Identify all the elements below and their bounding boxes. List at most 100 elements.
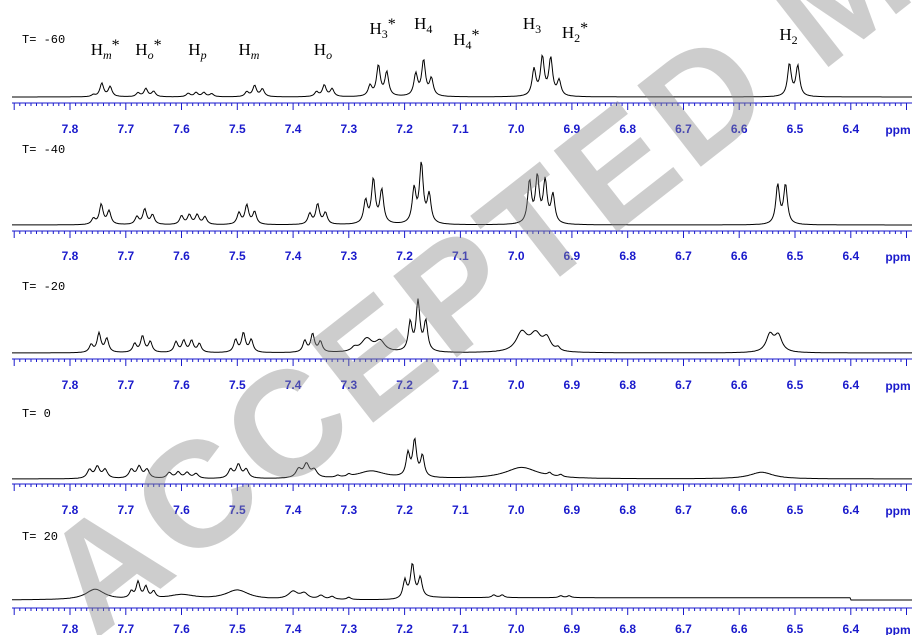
peak-assignment-label: H4: [414, 14, 432, 36]
peak-assignment-label: Hp: [188, 40, 206, 62]
x-tick-label: 7.4: [285, 378, 302, 392]
x-tick-label: 6.9: [564, 378, 581, 392]
x-tick-label: 6.7: [675, 622, 692, 635]
temperature-label: T= -20: [22, 280, 65, 294]
x-tick-label: 7.3: [340, 122, 357, 136]
x-tick-label: 6.4: [842, 249, 859, 263]
x-tick-label: 6.5: [787, 249, 804, 263]
x-tick-label: 7.3: [340, 378, 357, 392]
x-tick-label: 7.7: [117, 503, 134, 517]
x-tick-label: 7.2: [396, 249, 413, 263]
x-tick-label: 6.4: [842, 622, 859, 635]
x-unit-label: ppm: [885, 123, 910, 137]
x-tick-label: 7.7: [117, 249, 134, 263]
peak-assignment-label: H2*: [562, 20, 588, 45]
x-tick-label: 7.4: [285, 122, 302, 136]
x-tick-label: 6.6: [731, 122, 748, 136]
peak-assignment-label: H3*: [370, 16, 396, 41]
temperature-label: T= -40: [22, 143, 65, 157]
x-tick-label: 7.0: [508, 122, 525, 136]
x-tick-label: 6.4: [842, 122, 859, 136]
x-tick-label: 7.2: [396, 378, 413, 392]
x-tick-label: 7.6: [173, 378, 190, 392]
x-tick-label: 7.0: [508, 622, 525, 635]
x-tick-label: 6.7: [675, 122, 692, 136]
x-tick-label: 6.7: [675, 378, 692, 392]
x-tick-label: 7.3: [340, 249, 357, 263]
x-tick-label: 7.5: [229, 122, 246, 136]
x-tick-label: 6.8: [619, 249, 636, 263]
x-tick-label: 7.1: [452, 249, 469, 263]
x-unit-label: ppm: [885, 623, 910, 635]
x-tick-label: 7.1: [452, 622, 469, 635]
peak-assignment-label: Ho: [314, 40, 332, 62]
spectrum-trace: [12, 437, 912, 480]
x-tick-label: 6.5: [787, 503, 804, 517]
x-tick-label: 6.5: [787, 122, 804, 136]
x-tick-label: 6.6: [731, 622, 748, 635]
x-tick-label: 7.5: [229, 503, 246, 517]
temperature-label: T= 0: [22, 407, 51, 421]
spectrum-trace: [12, 54, 912, 98]
x-tick-label: 7.8: [62, 622, 79, 635]
x-tick-label: 7.6: [173, 122, 190, 136]
x-tick-label: 6.8: [619, 378, 636, 392]
x-tick-label: 7.8: [62, 503, 79, 517]
x-tick-label: 7.7: [117, 378, 134, 392]
x-tick-label: 6.9: [564, 249, 581, 263]
peak-assignment-label: H3: [523, 14, 541, 36]
x-tick-label: 7.4: [285, 503, 302, 517]
x-tick-label: 6.6: [731, 378, 748, 392]
x-tick-label: 7.4: [285, 622, 302, 635]
x-tick-label: 6.7: [675, 503, 692, 517]
spectrum-trace: [12, 298, 912, 354]
x-tick-label: 7.1: [452, 378, 469, 392]
x-tick-label: 6.6: [731, 503, 748, 517]
temperature-label: T= -60: [22, 33, 65, 47]
x-tick-label: 7.2: [396, 122, 413, 136]
x-tick-label: 7.7: [117, 122, 134, 136]
x-tick-label: 7.5: [229, 622, 246, 635]
x-tick-label: 7.1: [452, 503, 469, 517]
x-tick-label: 7.8: [62, 378, 79, 392]
x-tick-label: 6.8: [619, 503, 636, 517]
x-tick-label: 6.8: [619, 122, 636, 136]
spectrum-trace: [12, 562, 912, 601]
x-tick-label: 7.8: [62, 122, 79, 136]
x-tick-label: 6.6: [731, 249, 748, 263]
x-tick-label: 6.4: [842, 503, 859, 517]
x-tick-label: 7.8: [62, 249, 79, 263]
peak-assignment-label: H2: [779, 25, 797, 47]
x-tick-label: 7.6: [173, 622, 190, 635]
x-tick-label: 7.0: [508, 249, 525, 263]
x-tick-label: 7.7: [117, 622, 134, 635]
x-unit-label: ppm: [885, 379, 910, 393]
x-tick-label: 7.3: [340, 622, 357, 635]
x-tick-label: 6.9: [564, 622, 581, 635]
peak-assignment-label: Ho*: [135, 37, 161, 62]
x-tick-label: 6.9: [564, 503, 581, 517]
x-tick-label: 7.3: [340, 503, 357, 517]
x-tick-label: 7.6: [173, 503, 190, 517]
x-tick-label: 6.5: [787, 622, 804, 635]
peak-assignment-label: Hm: [239, 40, 260, 62]
x-tick-label: 7.4: [285, 249, 302, 263]
x-tick-label: 6.5: [787, 378, 804, 392]
x-unit-label: ppm: [885, 504, 910, 518]
x-tick-label: 7.0: [508, 503, 525, 517]
x-tick-label: 6.9: [564, 122, 581, 136]
temperature-label: T= 20: [22, 530, 58, 544]
x-tick-label: 6.4: [842, 378, 859, 392]
x-tick-label: 7.1: [452, 122, 469, 136]
peak-assignment-label: H4*: [453, 27, 479, 52]
peak-assignment-label: Hm*: [91, 37, 120, 62]
spectrum-trace: [12, 161, 912, 226]
watermark-text: ACCEPTED MANUSCRIPT: [11, 0, 915, 635]
x-tick-label: 7.6: [173, 249, 190, 263]
x-tick-label: 7.5: [229, 249, 246, 263]
x-unit-label: ppm: [885, 250, 910, 264]
x-tick-label: 7.5: [229, 378, 246, 392]
x-tick-label: 7.0: [508, 378, 525, 392]
x-tick-label: 7.2: [396, 622, 413, 635]
